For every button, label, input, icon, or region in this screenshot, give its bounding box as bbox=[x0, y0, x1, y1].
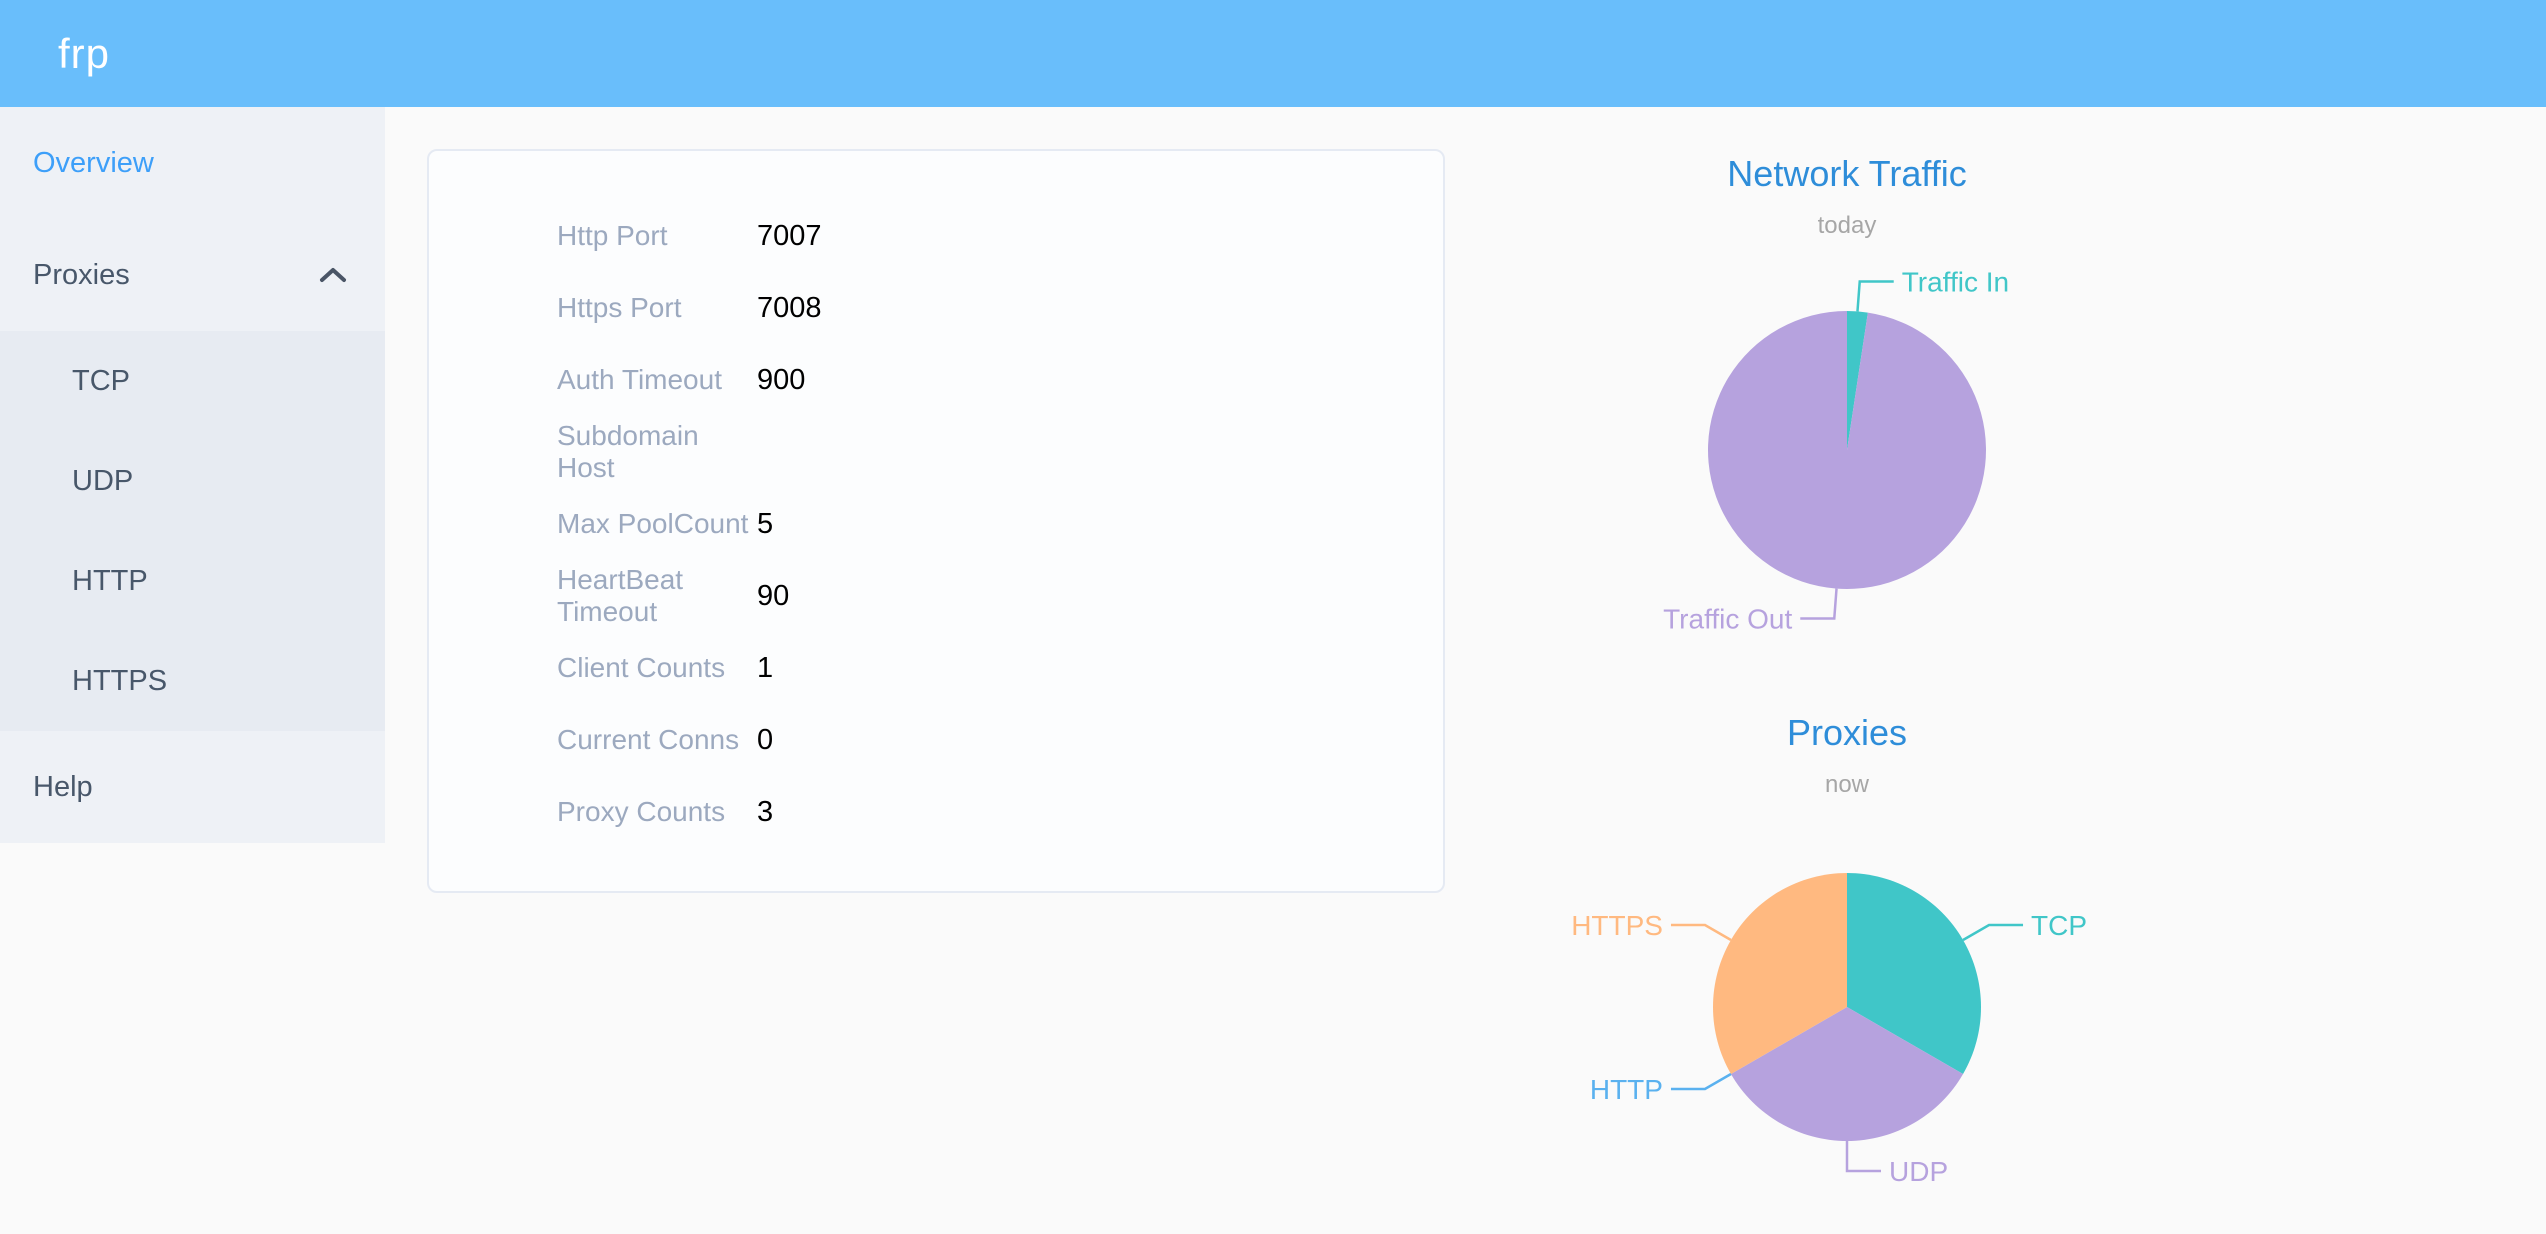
pie-label-line-traffic-out bbox=[1800, 588, 1838, 620]
pie-label-tcp: TCP bbox=[2031, 910, 2087, 941]
config-label-client-counts: Client Counts bbox=[557, 652, 726, 683]
config-row-auth-timeout: Auth Timeout 900 bbox=[429, 344, 1443, 416]
pie-label-line-udp bbox=[1845, 1141, 1881, 1173]
server-config-rows: Http Port 7007 Https Port 7008 Auth Timeout 9… bbox=[429, 151, 1443, 848]
sidebar-submenu-proxies: TCP UDP HTTP HTTPS bbox=[0, 331, 385, 731]
proxies-pie-chart: TCP UDP HTTP HTTPS bbox=[1571, 873, 2087, 1187]
sidebar-item-http[interactable]: HTTP bbox=[0, 531, 385, 631]
network-traffic-chart-subtitle: today bbox=[1817, 212, 1877, 239]
proxies-chart-subtitle: now bbox=[1824, 771, 1870, 798]
sidebar-item-https-label: HTTPS bbox=[72, 664, 168, 697]
sidebar: Overview Proxies TCP UDP HTTP HTTPS Help bbox=[0, 107, 385, 843]
sidebar-item-help-label: Help bbox=[33, 770, 93, 803]
proxies-chart-title: Proxies bbox=[1786, 712, 1908, 753]
sidebar-item-tcp-label: TCP bbox=[72, 364, 130, 397]
network-traffic-pie-chart: Traffic In Traffic Out bbox=[1663, 266, 2009, 635]
sidebar-item-udp[interactable]: UDP bbox=[0, 431, 385, 531]
sidebar-item-udp-label: UDP bbox=[72, 464, 134, 497]
config-value-heartbeat-timeout: 90 bbox=[757, 579, 790, 612]
pie-label-line-https bbox=[1670, 923, 1732, 942]
config-row-current-conns: Current Conns 0 bbox=[429, 704, 1443, 776]
config-label-proxy-counts: Proxy Counts bbox=[557, 796, 726, 827]
pie-slice-https[interactable] bbox=[1713, 873, 1847, 1074]
config-row-http-port: Http Port 7007 bbox=[429, 200, 1443, 272]
config-value-https-port: 7008 bbox=[757, 291, 822, 324]
config-value-current-conns: 0 bbox=[757, 723, 774, 756]
sidebar-item-help[interactable]: Help bbox=[0, 731, 385, 843]
config-row-client-counts: Client Counts 1 bbox=[429, 632, 1443, 704]
sidebar-item-overview[interactable]: Overview bbox=[0, 107, 385, 219]
config-label-current-conns: Current Conns bbox=[557, 724, 740, 755]
config-value-proxy-counts: 3 bbox=[757, 795, 774, 828]
sidebar-item-proxies[interactable]: Proxies bbox=[0, 219, 385, 331]
config-label-auth-timeout: Auth Timeout bbox=[557, 364, 722, 395]
config-value-client-counts: 1 bbox=[757, 651, 774, 684]
config-row-https-port: Https Port 7008 bbox=[429, 272, 1443, 344]
config-value-auth-timeout: 900 bbox=[757, 363, 806, 396]
pie-label-line-traffic-in bbox=[1856, 280, 1894, 312]
pie-label-http: HTTP bbox=[1590, 1074, 1663, 1105]
app-logo: frp bbox=[58, 29, 111, 77]
config-row-subdomain-host: Subdomain Host bbox=[429, 416, 1443, 488]
sidebar-item-https[interactable]: HTTPS bbox=[0, 631, 385, 731]
app-header: frp bbox=[0, 0, 2546, 107]
pie-slice-tcp[interactable] bbox=[1847, 873, 1981, 1074]
pie-label-traffic-out: Traffic Out bbox=[1663, 604, 1792, 635]
config-value-max-poolcount: 5 bbox=[757, 507, 774, 540]
pie-label-udp: UDP bbox=[1889, 1156, 1948, 1187]
pie-slice-traffic-in[interactable] bbox=[1847, 311, 1868, 450]
config-row-proxy-counts: Proxy Counts 3 bbox=[429, 776, 1443, 848]
pie-slice-udp[interactable] bbox=[1730, 1007, 1964, 1141]
pie-label-traffic-in: Traffic In bbox=[1902, 266, 2009, 297]
server-config-card: Http Port 7007 Https Port 7008 Auth Timeout 9… bbox=[427, 149, 1445, 893]
config-label-subdomain-host: Subdomain Host bbox=[557, 420, 699, 483]
config-label-http-port: Http Port bbox=[557, 220, 668, 251]
config-label-https-port: Https Port bbox=[557, 292, 682, 323]
pie-label-line-http bbox=[1670, 1072, 1732, 1091]
config-row-heartbeat-timeout: HeartBeat Timeout 90 bbox=[429, 560, 1443, 632]
sidebar-item-tcp[interactable]: TCP bbox=[0, 331, 385, 431]
config-value-http-port: 7007 bbox=[757, 219, 822, 252]
pie-label-line-tcp bbox=[1962, 923, 2024, 942]
sidebar-item-proxies-label: Proxies bbox=[33, 258, 130, 291]
pie-slice-traffic-out[interactable] bbox=[1708, 311, 1986, 589]
pie-label-https: HTTPS bbox=[1571, 910, 1663, 941]
config-label-max-poolcount: Max PoolCount bbox=[557, 508, 749, 539]
config-row-max-poolcount: Max PoolCount 5 bbox=[429, 488, 1443, 560]
sidebar-item-overview-label: Overview bbox=[33, 146, 154, 179]
chevron-up-icon bbox=[320, 268, 346, 282]
network-traffic-chart-title: Network Traffic bbox=[1727, 153, 1967, 194]
config-label-heartbeat-timeout: HeartBeat Timeout bbox=[557, 564, 684, 627]
sidebar-item-http-label: HTTP bbox=[72, 564, 148, 597]
